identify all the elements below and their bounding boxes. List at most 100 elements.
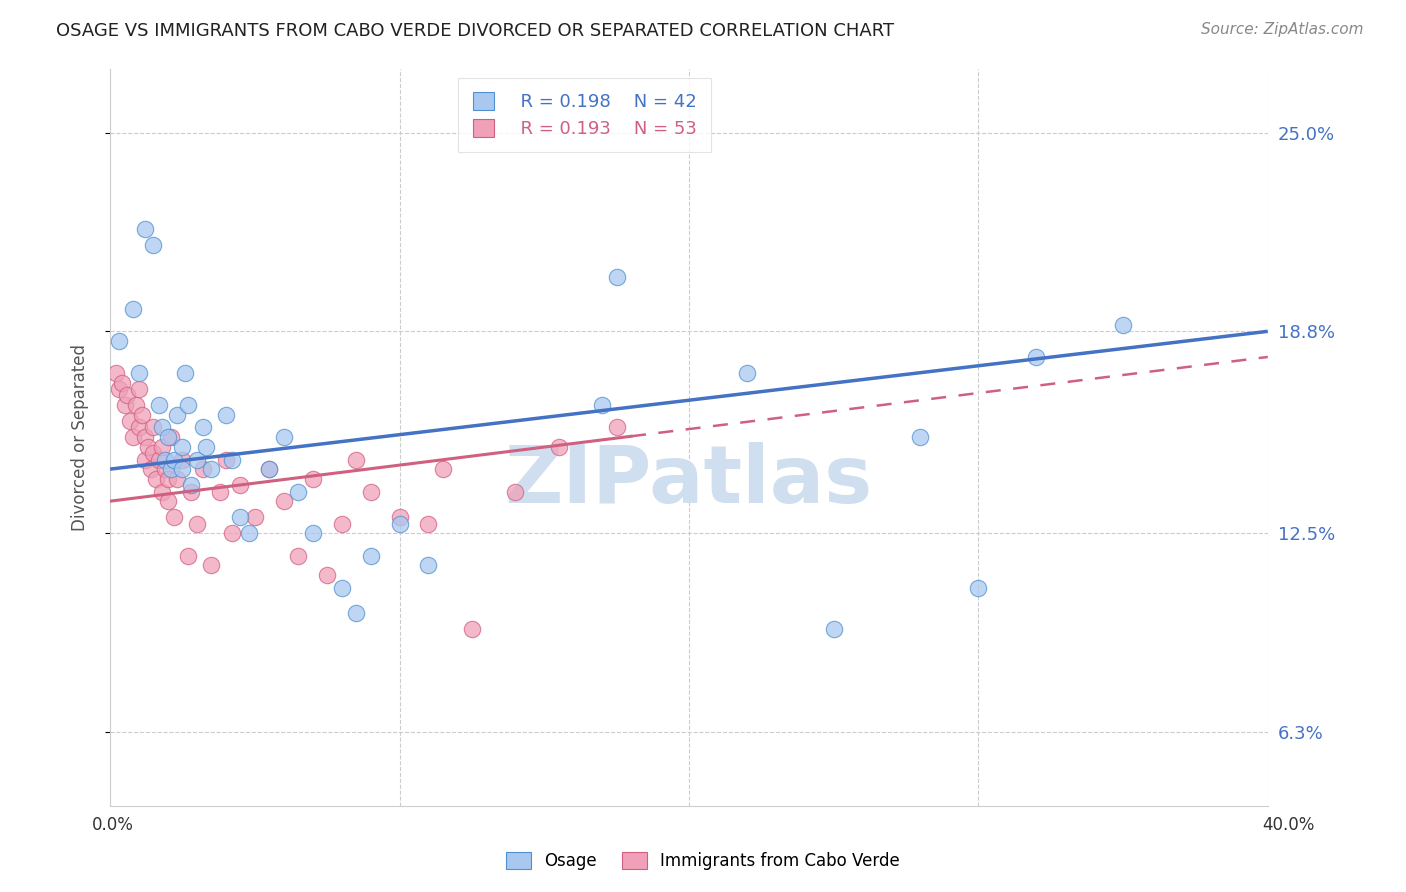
Point xyxy=(145,472,167,486)
Point xyxy=(191,420,214,434)
Point xyxy=(606,420,628,434)
Point xyxy=(591,398,613,412)
Point xyxy=(172,440,194,454)
Point xyxy=(287,549,309,563)
Point xyxy=(166,408,188,422)
Point xyxy=(122,301,145,316)
Point xyxy=(259,462,281,476)
Point xyxy=(174,366,197,380)
Point xyxy=(114,398,136,412)
Point xyxy=(215,452,238,467)
Point xyxy=(156,494,179,508)
Point xyxy=(148,398,170,412)
Point xyxy=(1025,350,1047,364)
Point xyxy=(142,237,165,252)
Point xyxy=(388,510,411,524)
Point xyxy=(153,452,176,467)
Point xyxy=(111,376,134,390)
Point xyxy=(259,462,281,476)
Point xyxy=(148,452,170,467)
Legend:   R = 0.198    N = 42,   R = 0.193    N = 53: R = 0.198 N = 42, R = 0.193 N = 53 xyxy=(458,78,711,153)
Point xyxy=(186,452,208,467)
Point xyxy=(238,526,260,541)
Point xyxy=(360,484,382,499)
Point xyxy=(128,382,150,396)
Point xyxy=(134,221,156,235)
Point xyxy=(186,516,208,531)
Point xyxy=(606,269,628,284)
Point xyxy=(221,526,243,541)
Point xyxy=(910,430,932,444)
Point xyxy=(150,420,173,434)
Point xyxy=(131,408,153,422)
Point xyxy=(166,472,188,486)
Point xyxy=(177,398,200,412)
Point xyxy=(273,494,295,508)
Point xyxy=(191,462,214,476)
Point xyxy=(418,516,440,531)
Text: 0.0%: 0.0% xyxy=(91,816,134,834)
Point xyxy=(215,408,238,422)
Point xyxy=(128,366,150,380)
Point xyxy=(273,430,295,444)
Point xyxy=(194,440,217,454)
Point xyxy=(200,558,222,573)
Point xyxy=(967,581,990,595)
Point xyxy=(432,462,454,476)
Point xyxy=(125,398,148,412)
Point xyxy=(136,440,159,454)
Text: 40.0%: 40.0% xyxy=(1263,816,1315,834)
Point xyxy=(107,334,129,348)
Point xyxy=(344,452,367,467)
Point xyxy=(160,430,183,444)
Point xyxy=(163,510,186,524)
Point xyxy=(172,452,194,467)
Text: ZIPatlas: ZIPatlas xyxy=(505,442,873,520)
Point xyxy=(209,484,232,499)
Point xyxy=(221,452,243,467)
Point xyxy=(120,414,142,428)
Point xyxy=(160,462,183,476)
Point xyxy=(330,516,353,531)
Point xyxy=(150,440,173,454)
Point xyxy=(104,366,127,380)
Point xyxy=(503,484,526,499)
Point xyxy=(461,623,484,637)
Point xyxy=(229,510,252,524)
Point xyxy=(156,472,179,486)
Point xyxy=(142,420,165,434)
Point xyxy=(180,484,202,499)
Point xyxy=(301,472,323,486)
Point xyxy=(134,430,156,444)
Point xyxy=(388,516,411,531)
Point xyxy=(139,462,162,476)
Point xyxy=(180,478,202,492)
Point xyxy=(128,420,150,434)
Point xyxy=(117,388,139,402)
Point xyxy=(344,607,367,621)
Point xyxy=(177,549,200,563)
Point xyxy=(360,549,382,563)
Legend: Osage, Immigrants from Cabo Verde: Osage, Immigrants from Cabo Verde xyxy=(499,845,907,877)
Point xyxy=(107,382,129,396)
Point xyxy=(156,430,179,444)
Point xyxy=(163,452,186,467)
Point xyxy=(735,366,758,380)
Point xyxy=(547,440,569,454)
Point xyxy=(316,567,339,582)
Y-axis label: Divorced or Separated: Divorced or Separated xyxy=(72,343,89,531)
Text: Source: ZipAtlas.com: Source: ZipAtlas.com xyxy=(1201,22,1364,37)
Point xyxy=(150,484,173,499)
Point xyxy=(418,558,440,573)
Point xyxy=(134,452,156,467)
Point xyxy=(229,478,252,492)
Point xyxy=(200,462,222,476)
Point xyxy=(172,462,194,476)
Point xyxy=(330,581,353,595)
Point xyxy=(243,510,266,524)
Point xyxy=(142,446,165,460)
Text: OSAGE VS IMMIGRANTS FROM CABO VERDE DIVORCED OR SEPARATED CORRELATION CHART: OSAGE VS IMMIGRANTS FROM CABO VERDE DIVO… xyxy=(56,22,894,40)
Point xyxy=(823,623,845,637)
Point xyxy=(287,484,309,499)
Point xyxy=(1112,318,1135,332)
